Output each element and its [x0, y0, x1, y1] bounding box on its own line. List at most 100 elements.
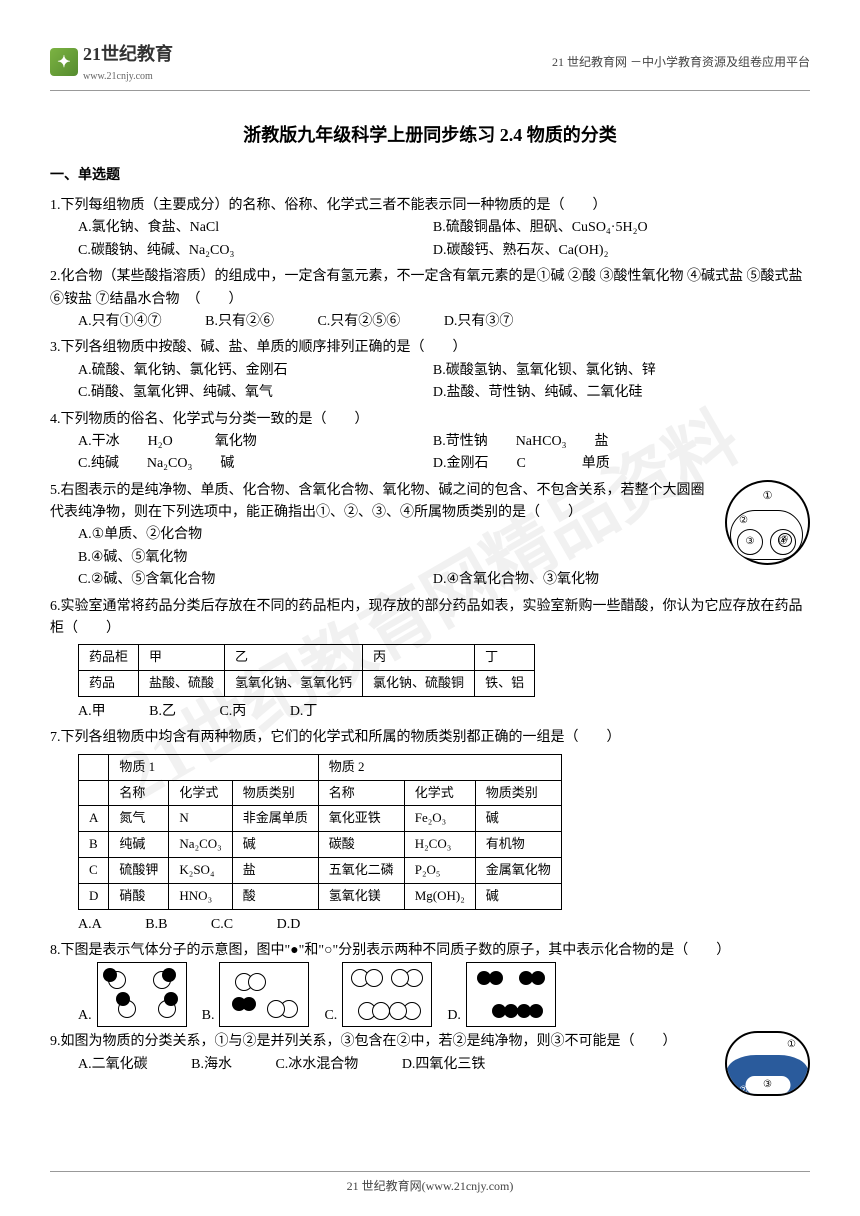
q8-a-label: A. [78, 1005, 92, 1027]
question-5: ① ② ③ ④ ⑤ 5.右图表示的是纯净物、单质、化合物、含氧化合物、氧化物、碱… [50, 480, 810, 592]
q1-c: C.碳酸钠、纯碱、Na₂CO₃ [78, 240, 429, 262]
q3-a: A.硫酸、氧化钠、氯化钙、金刚石 [78, 360, 429, 382]
q5-label-1: ① [763, 488, 773, 506]
table-cell: 碱 [232, 832, 318, 858]
q5-b: B.④碱、⑤氧化物 [78, 547, 429, 569]
logo: ✦ 21世纪教育 www.21cnjy.com [50, 40, 173, 85]
logo-icon: ✦ [50, 48, 78, 76]
table-cell: 物质 1 [109, 754, 318, 780]
header-right: 21 世纪教育网 －中小学教育资源及组卷应用平台 [552, 53, 810, 72]
table-cell: 铁、铝 [475, 671, 535, 697]
q1-b: B.硫酸铜晶体、胆矾、CuSO₄·5H₂O [433, 217, 784, 239]
q8-option-c: C. [324, 962, 432, 1027]
page-footer: 21 世纪教育网(www.21cnjy.com) [50, 1171, 810, 1196]
q4-text: 4.下列物质的俗名、化学式与分类一致的是（ ） [50, 409, 810, 431]
q2-c: C.只有②⑤⑥ [317, 311, 400, 333]
q3-b: B.碳酸氢钠、氢氧化钡、氯化钠、锌 [433, 360, 784, 382]
q2-text: 2.化合物（某些酸指溶质）的组成中，一定含有氢元素，不一定含有氧元素的是①碱 ②… [50, 266, 810, 311]
molecule-box-a [97, 962, 187, 1027]
q1-text: 1.下列每组物质（主要成分）的名称、俗称、化学式三者不能表示同一种物质的是（ ） [50, 195, 810, 217]
table-cell: 盐酸、硫酸 [139, 671, 225, 697]
table-cell: 丁 [475, 645, 535, 671]
q3-d: D.盐酸、苛性钠、纯碱、二氧化硅 [433, 382, 784, 404]
q6-c: C.丙 [219, 701, 246, 723]
q9-diagram: ① ② ③ [725, 1031, 810, 1096]
q9-label-3: ③ [745, 1076, 790, 1094]
table-cell: C [79, 857, 109, 883]
q5-label-2: ② [739, 513, 748, 529]
table-cell: 化学式 [169, 780, 232, 806]
q9-d: D.四氧化三铁 [402, 1054, 486, 1076]
q7-table: 物质 1 物质 2 名称 化学式 物质类别 名称 化学式 物质类别 A氮气N非金… [78, 754, 562, 910]
section-heading: 一、单选题 [50, 165, 810, 187]
table-cell: A [79, 806, 109, 832]
q8-d-label: D. [447, 1005, 461, 1027]
table-cell: 乙 [225, 645, 363, 671]
table-cell: 物质类别 [475, 780, 561, 806]
table-cell: 药品柜 [79, 645, 139, 671]
q5-label-3: ③ [746, 534, 755, 550]
q5-diagram: ① ② ③ ④ ⑤ [725, 480, 810, 565]
logo-text: 21世纪教育 [83, 44, 173, 64]
table-cell: 氯化钠、硫酸铜 [363, 671, 475, 697]
page-title: 浙教版九年级科学上册同步练习 2.4 物质的分类 [50, 121, 810, 150]
q8-c-label: C. [324, 1005, 337, 1027]
table-cell: 纯碱 [109, 832, 169, 858]
q9-text: 9.如图为物质的分类关系，①与②是并列关系，③包含在②中，若②是纯净物，则③不可… [50, 1031, 810, 1053]
molecule-box-d [466, 962, 556, 1027]
q5-circle-4: ④ ⑤ [770, 529, 796, 555]
table-cell [79, 780, 109, 806]
q7-a: A.A [78, 914, 102, 936]
table-cell: HNO₃ [169, 883, 232, 909]
table-cell: 五氧化二磷 [318, 857, 404, 883]
table-cell: 丙 [363, 645, 475, 671]
q6-table: 药品柜 甲 乙 丙 丁 药品 盐酸、硫酸 氢氧化钠、氢氧化钙 氯化钠、硫酸铜 铁… [78, 644, 535, 697]
question-2: 2.化合物（某些酸指溶质）的组成中，一定含有氢元素，不一定含有氧元素的是①碱 ②… [50, 266, 810, 333]
question-4: 4.下列物质的俗名、化学式与分类一致的是（ ） A.干冰 H₂O 氧化物 B.苛… [50, 409, 810, 476]
table-cell: 碱 [475, 806, 561, 832]
q6-d: D.丁 [290, 701, 318, 723]
page-content: ✦ 21世纪教育 www.21cnjy.com 21 世纪教育网 －中小学教育资… [50, 40, 810, 1096]
q5-d: D.④含氧化合物、③氧化物 [433, 569, 784, 591]
table-cell: Na₂CO₃ [169, 832, 232, 858]
q5-label-5: ⑤ [778, 533, 792, 547]
table-cell: K₂SO₄ [169, 857, 232, 883]
q8-text: 8.下图是表示气体分子的示意图，图中"●"和"○"分别表示两种不同质子数的原子，… [50, 940, 810, 962]
table-cell: 金属氧化物 [475, 857, 561, 883]
table-cell: 物质 2 [318, 754, 561, 780]
q9-a: A.二氧化碳 [78, 1054, 148, 1076]
table-cell: N [169, 806, 232, 832]
table-cell: P₂O₅ [404, 857, 475, 883]
question-6: 6.实验室通常将药品分类后存放在不同的药品柜内，现存放的部分药品如表，实验室新购… [50, 596, 810, 724]
q1-d: D.碳酸钙、熟石灰、Ca(OH)₂ [433, 240, 784, 262]
table-cell: 氧化亚铁 [318, 806, 404, 832]
table-cell: 甲 [139, 645, 225, 671]
table-cell: 碱 [475, 883, 561, 909]
q2-a: A.只有①④⑦ [78, 311, 162, 333]
q7-d: D.D [277, 914, 301, 936]
q8-option-b: B. [202, 962, 310, 1027]
q6-text: 6.实验室通常将药品分类后存放在不同的药品柜内，现存放的部分药品如表，实验室新购… [50, 596, 810, 641]
q7-text: 7.下列各组物质中均含有两种物质，它们的化学式和所属的物质类别都正确的一组是（ … [50, 727, 810, 749]
q2-b: B.只有②⑥ [205, 311, 274, 333]
page-header: ✦ 21世纪教育 www.21cnjy.com 21 世纪教育网 －中小学教育资… [50, 40, 810, 91]
table-cell: 氢氧化镁 [318, 883, 404, 909]
question-9: ① ② ③ 9.如图为物质的分类关系，①与②是并列关系，③包含在②中，若②是纯净… [50, 1031, 810, 1096]
q3-c: C.硝酸、氢氧化钾、纯碱、氧气 [78, 382, 429, 404]
q9-label-1: ① [787, 1037, 796, 1053]
table-cell: 有机物 [475, 832, 561, 858]
table-cell: Fe₂O₃ [404, 806, 475, 832]
q7-b: B.B [145, 914, 167, 936]
table-cell: B [79, 832, 109, 858]
table-cell: 盐 [232, 857, 318, 883]
q5-a: A.①单质、②化合物 [78, 524, 429, 546]
q9-b: B.海水 [191, 1054, 232, 1076]
q3-text: 3.下列各组物质中按酸、碱、盐、单质的顺序排列正确的是（ ） [50, 337, 810, 359]
q8-option-a: A. [78, 962, 187, 1027]
question-1: 1.下列每组物质（主要成分）的名称、俗称、化学式三者不能表示同一种物质的是（ ）… [50, 195, 810, 262]
table-cell: 氮气 [109, 806, 169, 832]
table-cell: 药品 [79, 671, 139, 697]
table-cell: 名称 [109, 780, 169, 806]
table-cell: D [79, 883, 109, 909]
q5-text: 5.右图表示的是纯净物、单质、化合物、含氧化合物、氧化物、碱之间的包含、不包含关… [50, 480, 810, 525]
